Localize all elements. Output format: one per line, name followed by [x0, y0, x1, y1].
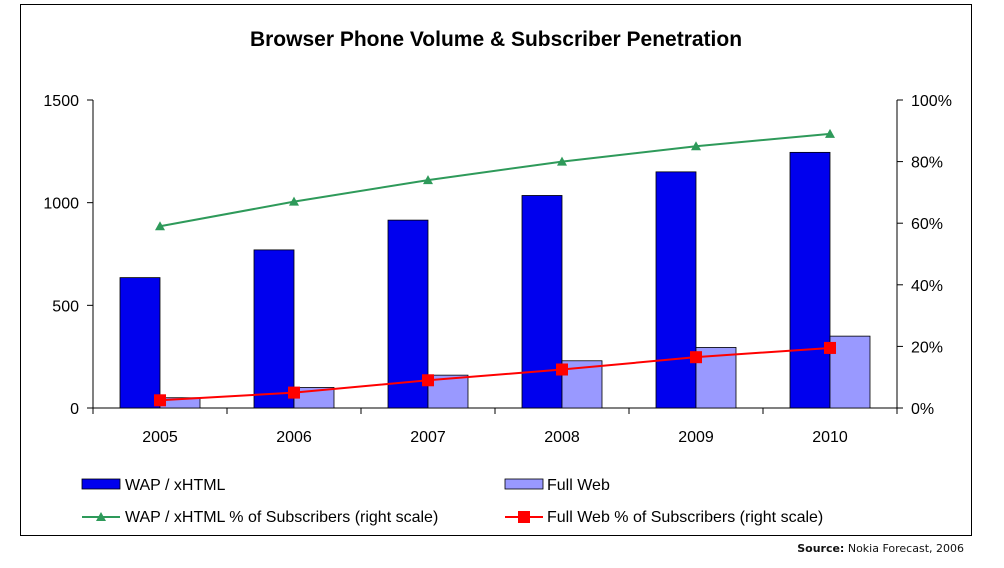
- point-wap-xhtml-pct: [423, 175, 433, 185]
- bar-full-web: [829, 335, 871, 409]
- left-tick-label: 1000: [43, 196, 79, 213]
- bar-wap-xhtml: [521, 195, 563, 409]
- bar-wap-xhtml: [387, 219, 429, 409]
- x-tick-label: 2010: [812, 429, 848, 446]
- source-label: Source:: [797, 542, 845, 555]
- right-tick-label: 40%: [911, 278, 943, 295]
- legend-label-full-web-pct: Full Web % of Subscribers (right scale): [547, 509, 823, 526]
- legend-swatch-wap-xhtml: [81, 478, 121, 490]
- legend-marker-wap-xhtml-pct: [96, 512, 106, 521]
- point-full-web-pct: [690, 351, 702, 364]
- point-full-web-pct: [422, 374, 434, 387]
- source-text: Nokia Forecast, 2006: [847, 542, 964, 555]
- right-tick-label: 80%: [911, 155, 943, 172]
- point-full-web-pct: [824, 341, 836, 354]
- point-full-web-pct: [154, 394, 166, 407]
- legend-marker-full-web-pct: [518, 511, 530, 523]
- point-wap-xhtml-pct: [289, 196, 299, 206]
- x-tick-label: 2008: [544, 429, 580, 446]
- point-full-web-pct: [556, 363, 568, 376]
- x-tick-label: 2007: [410, 429, 446, 446]
- point-wap-xhtml-pct: [691, 141, 701, 151]
- bar-wap-xhtml: [253, 249, 295, 409]
- left-tick-label: 500: [52, 298, 79, 315]
- legend-label-wap-xhtml: WAP / xHTML: [125, 477, 226, 494]
- source-note: Source: Nokia Forecast, 2006: [797, 542, 964, 555]
- point-full-web-pct: [288, 386, 300, 399]
- bar-wap-xhtml: [119, 277, 161, 409]
- line-full-web-pct: [159, 346, 831, 402]
- legend-label-wap-xhtml-pct: WAP / xHTML % of Subscribers (right scal…: [125, 509, 438, 526]
- point-wap-xhtml-pct: [825, 128, 835, 138]
- x-tick-label: 2006: [276, 429, 312, 446]
- point-wap-xhtml-pct: [557, 156, 567, 166]
- right-tick-label: 60%: [911, 216, 943, 233]
- chart-title: Browser Phone Volume & Subscriber Penetr…: [250, 28, 742, 51]
- left-tick-label: 1500: [43, 93, 79, 110]
- legend-swatch-full-web: [504, 478, 544, 490]
- legend-label-full-web: Full Web: [547, 477, 610, 494]
- bar-wap-xhtml: [789, 151, 831, 409]
- left-tick-label: 0: [70, 401, 79, 418]
- right-tick-label: 100%: [911, 93, 952, 110]
- line-wap-xhtml-pct: [159, 132, 831, 228]
- right-tick-label: 0%: [911, 401, 934, 418]
- bar-wap-xhtml: [655, 171, 697, 409]
- x-tick-label: 2005: [142, 429, 178, 446]
- point-wap-xhtml-pct: [155, 221, 165, 231]
- x-tick-label: 2009: [678, 429, 714, 446]
- right-tick-label: 20%: [911, 339, 943, 356]
